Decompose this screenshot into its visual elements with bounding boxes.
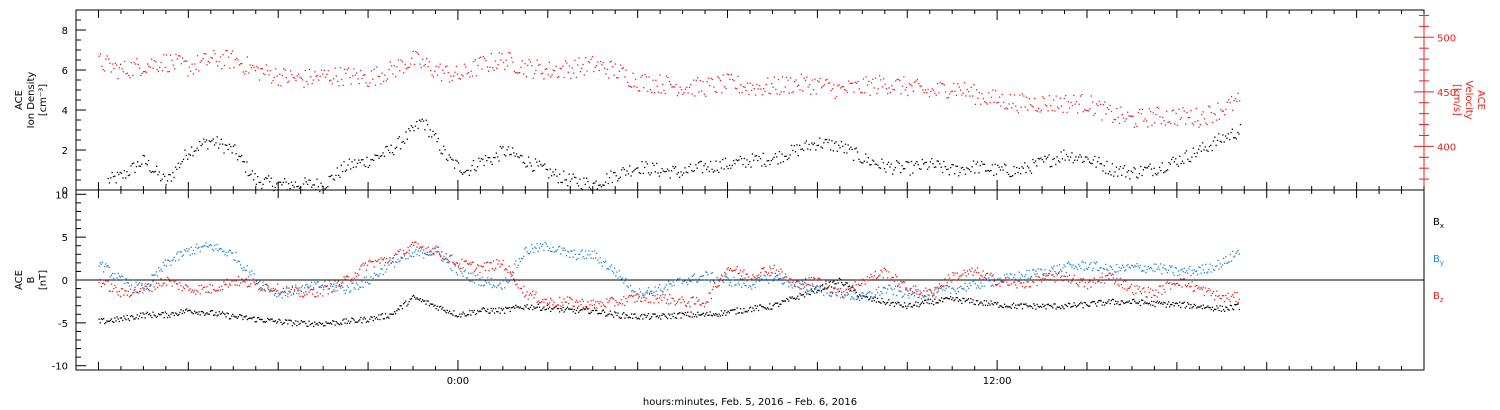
left-tick-label: 0 [62,186,68,197]
density-ylabel: ACE [14,90,25,110]
x-axis: 0:00 12:00 hours:minutes, Feb. 5, 2016 – F… [75,10,1425,408]
left-tick-label: 8 [62,26,68,37]
bx-series [98,277,1240,328]
b-tick-label: 5 [62,233,68,244]
density-ylabel: Ion Density [26,72,37,129]
velocity-ylabel: ACE [1475,90,1486,110]
left-tick-label: 2 [62,146,68,157]
b-tick-label: -10 [52,362,68,373]
legend-bx: Bx [1433,217,1444,230]
right-tick-label: 400 [1437,142,1456,153]
velocity-axis [1414,10,1434,190]
x-axis-label: hours:minutes, Feb. 5, 2016 – Feb. 6, 20… [643,397,857,408]
legend-by: By [1433,254,1444,267]
left-tick-label: 6 [62,66,68,77]
left-tick-label: 4 [62,106,68,117]
b-tick-label: -5 [58,319,68,330]
bz-series [98,241,1240,310]
density-ylabel: [cm⁻³] [38,84,49,116]
magnetic-field-panel: -10 -5 0 5 10 ACE B [nT] Bx By Bz [14,189,1444,373]
right-tick-label: 500 [1437,33,1456,44]
plasma-frame [75,9,1425,191]
b-tick-label: 0 [62,276,68,287]
b-ylabel: B [26,276,37,283]
b-ylabel: [nT] [38,270,49,290]
b-tick-label: 10 [55,190,68,201]
legend-bz: Bz [1433,291,1444,304]
by-series [98,241,1240,301]
b-ylabel: ACE [14,270,25,290]
density-series [107,118,1242,193]
velocity-ylabel: Velocity [1463,80,1474,119]
x-tick-label: 0:00 [447,376,469,387]
velocity-ylabel: [km/s] [1451,84,1462,116]
velocity-series [98,49,1241,128]
x-tick-label: 12:00 [983,376,1012,387]
right-tick-label: 450 [1437,88,1456,99]
